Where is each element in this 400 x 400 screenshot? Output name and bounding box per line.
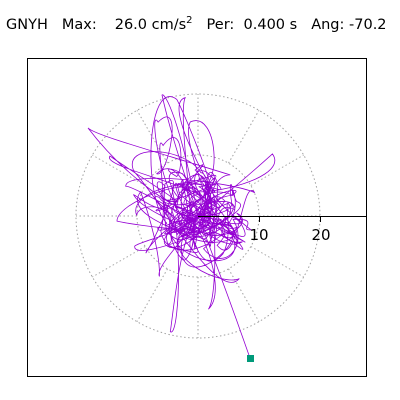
per-label: Per: (206, 17, 235, 33)
grid-spoke (250, 246, 304, 278)
motion-trace (87, 94, 276, 359)
trace-path (87, 94, 276, 359)
grid-spoke (228, 268, 260, 322)
axis-tick-label-20: 20 (311, 226, 330, 244)
max-label: Max: (61, 17, 97, 33)
per-value: 0.400 (243, 17, 286, 33)
header-readout: GNYH Max: 26.0 cm/s2 Per: 0.400 s Ang: -70.2 (6, 15, 387, 33)
max-unit-exponent: 2 (186, 15, 193, 27)
station-code: GNYH (6, 17, 48, 33)
grid-spoke (136, 268, 168, 322)
axis-tick-label-10: 10 (249, 226, 268, 244)
grid-spoke (250, 154, 304, 186)
ang-value: -70.2 (349, 17, 387, 33)
grid-spoke (92, 246, 146, 278)
plot-frame (27, 58, 367, 377)
ang-label: Ang: (311, 17, 345, 33)
end-point-marker (247, 355, 254, 362)
grid-spoke (228, 110, 260, 164)
per-unit: s (289, 17, 298, 33)
grid-spoke (92, 154, 146, 186)
max-value: 26.0 (114, 17, 148, 33)
max-unit: cm/s (151, 17, 187, 33)
